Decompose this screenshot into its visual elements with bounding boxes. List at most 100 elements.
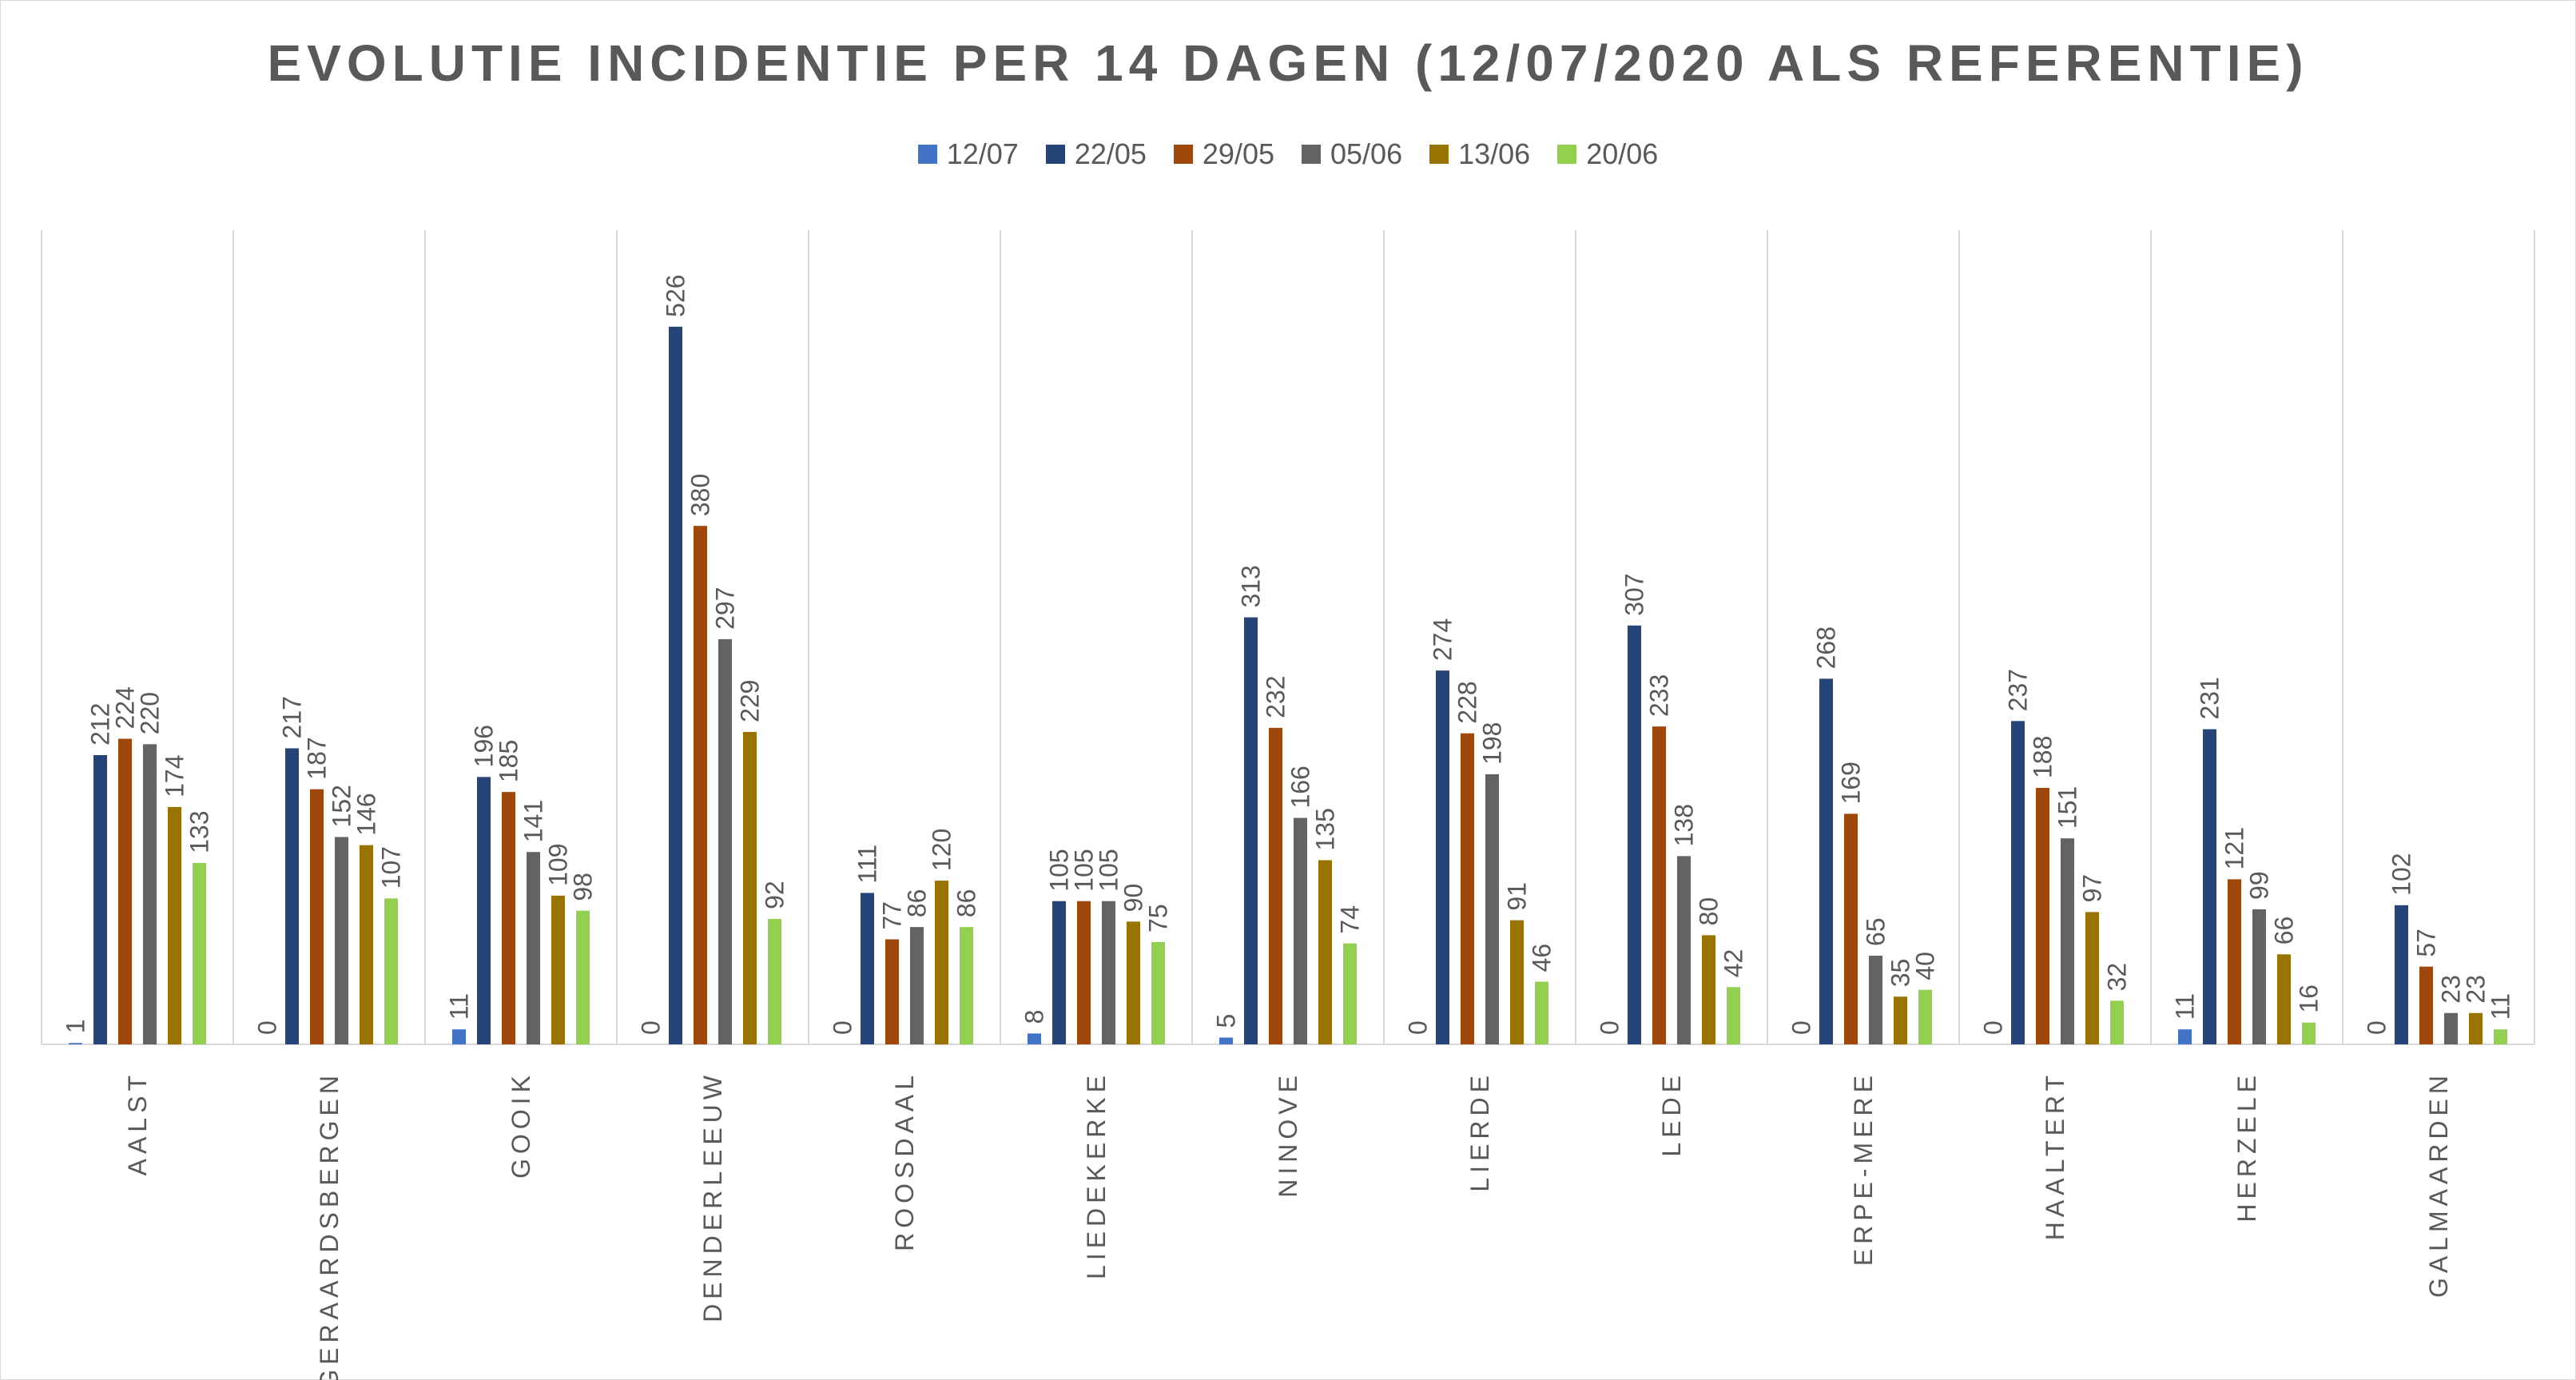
data-label: 0 [1979, 1020, 2008, 1035]
data-label: 0 [1404, 1020, 1433, 1035]
bar-13-06-erpe-mere [1894, 996, 1907, 1044]
bar-13-06-galmaarden [2469, 1012, 2483, 1044]
data-label: 151 [2053, 786, 2082, 829]
category-label: AALST [123, 1071, 152, 1175]
data-label: 380 [686, 474, 715, 516]
data-label: 16 [2295, 984, 2324, 1013]
bar-20-06-liedekerke [1151, 941, 1165, 1044]
data-label: 86 [952, 889, 981, 918]
bar-22-05-galmaarden [2395, 905, 2408, 1044]
data-label: 97 [2078, 874, 2107, 903]
bar-13-06-roosdaal [935, 881, 948, 1044]
legend-swatch [1557, 145, 1577, 164]
category-label: ROOSDAAL [890, 1071, 919, 1251]
data-label: 74 [1336, 905, 1365, 934]
data-label: 91 [1503, 882, 1532, 911]
data-label: 105 [1095, 849, 1123, 891]
bar-22-05-roosdaal [861, 893, 874, 1044]
bar-22-05-herzele [2203, 729, 2216, 1044]
bar-13-06-lierde [1510, 920, 1524, 1044]
bar-20-06-ninove [1343, 943, 1357, 1044]
data-label: 40 [1911, 952, 1940, 980]
data-label: 107 [377, 846, 406, 889]
bar-13-06-gooik [551, 895, 565, 1044]
legend-label: 13/06 [1458, 137, 1531, 170]
category-label: GALMAARDEN [2424, 1071, 2453, 1298]
bar-22-05-lierde [1436, 670, 1449, 1044]
data-label: 57 [2412, 929, 2441, 957]
category-label: LIERDE [1465, 1071, 1494, 1192]
bar-05-06-gooik [527, 852, 540, 1044]
bar-05-06-lede [1677, 856, 1691, 1044]
data-label: 141 [519, 800, 548, 842]
data-label: 80 [1695, 897, 1723, 926]
data-label: 198 [1478, 722, 1507, 765]
data-label: 228 [1453, 681, 1482, 723]
data-label: 65 [1862, 917, 1890, 946]
data-label: 105 [1070, 849, 1099, 891]
bar-13-06-liedekerke [1127, 921, 1140, 1044]
bar-20-06-erpe-mere [1918, 989, 1932, 1044]
data-label: 307 [1620, 573, 1649, 615]
data-label: 174 [161, 755, 189, 797]
bar-29-05-aalst [118, 738, 132, 1044]
category-label: HAALTERT [2041, 1071, 2069, 1240]
data-label: 229 [736, 680, 765, 722]
bar-29-05-lede [1652, 726, 1666, 1044]
data-label: 196 [470, 725, 499, 767]
data-label: 135 [1311, 808, 1340, 850]
data-label: 268 [1812, 626, 1841, 669]
data-label: 169 [1837, 762, 1866, 804]
bar-05-06-roosdaal [910, 927, 924, 1044]
data-label: 102 [2387, 853, 2416, 895]
legend-swatch [1429, 145, 1449, 164]
data-label: 0 [2363, 1020, 2391, 1035]
data-label: 11 [445, 993, 474, 1020]
data-label: 11 [2171, 993, 2200, 1020]
legend-swatch [917, 145, 937, 164]
data-label: 8 [1020, 1010, 1049, 1024]
bar-22-05-haaltert [2011, 721, 2025, 1044]
data-label: 99 [2245, 871, 2274, 900]
bar-29-05-ninove [1269, 727, 1282, 1044]
data-label: 0 [253, 1020, 282, 1035]
data-label: 166 [1286, 766, 1315, 808]
legend-swatch [1173, 145, 1193, 164]
legend-item: 29/05 [1173, 137, 1274, 171]
bar-05-06-denderleeuw [718, 638, 732, 1044]
data-label: 35 [1886, 959, 1915, 988]
legend-item: 13/06 [1429, 137, 1530, 171]
bar-13-06-ninove [1318, 860, 1332, 1044]
legend-swatch [1302, 145, 1321, 164]
data-label: 233 [1645, 674, 1674, 717]
bar-20-06-roosdaal [960, 927, 973, 1044]
bar-20-06-gooik [576, 910, 590, 1044]
data-label: 220 [136, 692, 165, 734]
bar-20-06-haaltert [2110, 1000, 2124, 1044]
legend-label: 05/06 [1330, 137, 1403, 170]
data-label: 0 [1596, 1020, 1624, 1035]
bar-13-06-lede [1702, 935, 1715, 1044]
bar-13-06-haaltert [2085, 912, 2099, 1044]
data-label: 188 [2029, 736, 2057, 778]
bar-29-05-erpe-mere [1844, 813, 1858, 1044]
data-label: 77 [878, 901, 907, 930]
bar-29-05-denderleeuw [694, 526, 707, 1044]
bar-13-06-denderleeuw [743, 731, 757, 1044]
bar-12-07-aalst [69, 1043, 82, 1044]
data-label: 90 [1119, 884, 1148, 913]
data-label: 231 [2196, 677, 2224, 719]
data-label: 146 [352, 793, 381, 835]
bar-22-05-lede [1628, 625, 1641, 1044]
data-label: 32 [2103, 963, 2132, 992]
category-label: GOOIK [507, 1071, 535, 1179]
bar-05-06-galmaarden [2444, 1012, 2458, 1044]
bar-05-06-erpe-mere [1869, 956, 1882, 1044]
data-label: 109 [544, 843, 573, 885]
bar-20-06-lierde [1535, 981, 1548, 1044]
bar-22-05-aalst [93, 755, 107, 1044]
bar-13-06-herzele [2277, 954, 2291, 1044]
bar-12-07-ninove [1219, 1037, 1233, 1044]
bar-20-06-aalst [193, 862, 206, 1044]
